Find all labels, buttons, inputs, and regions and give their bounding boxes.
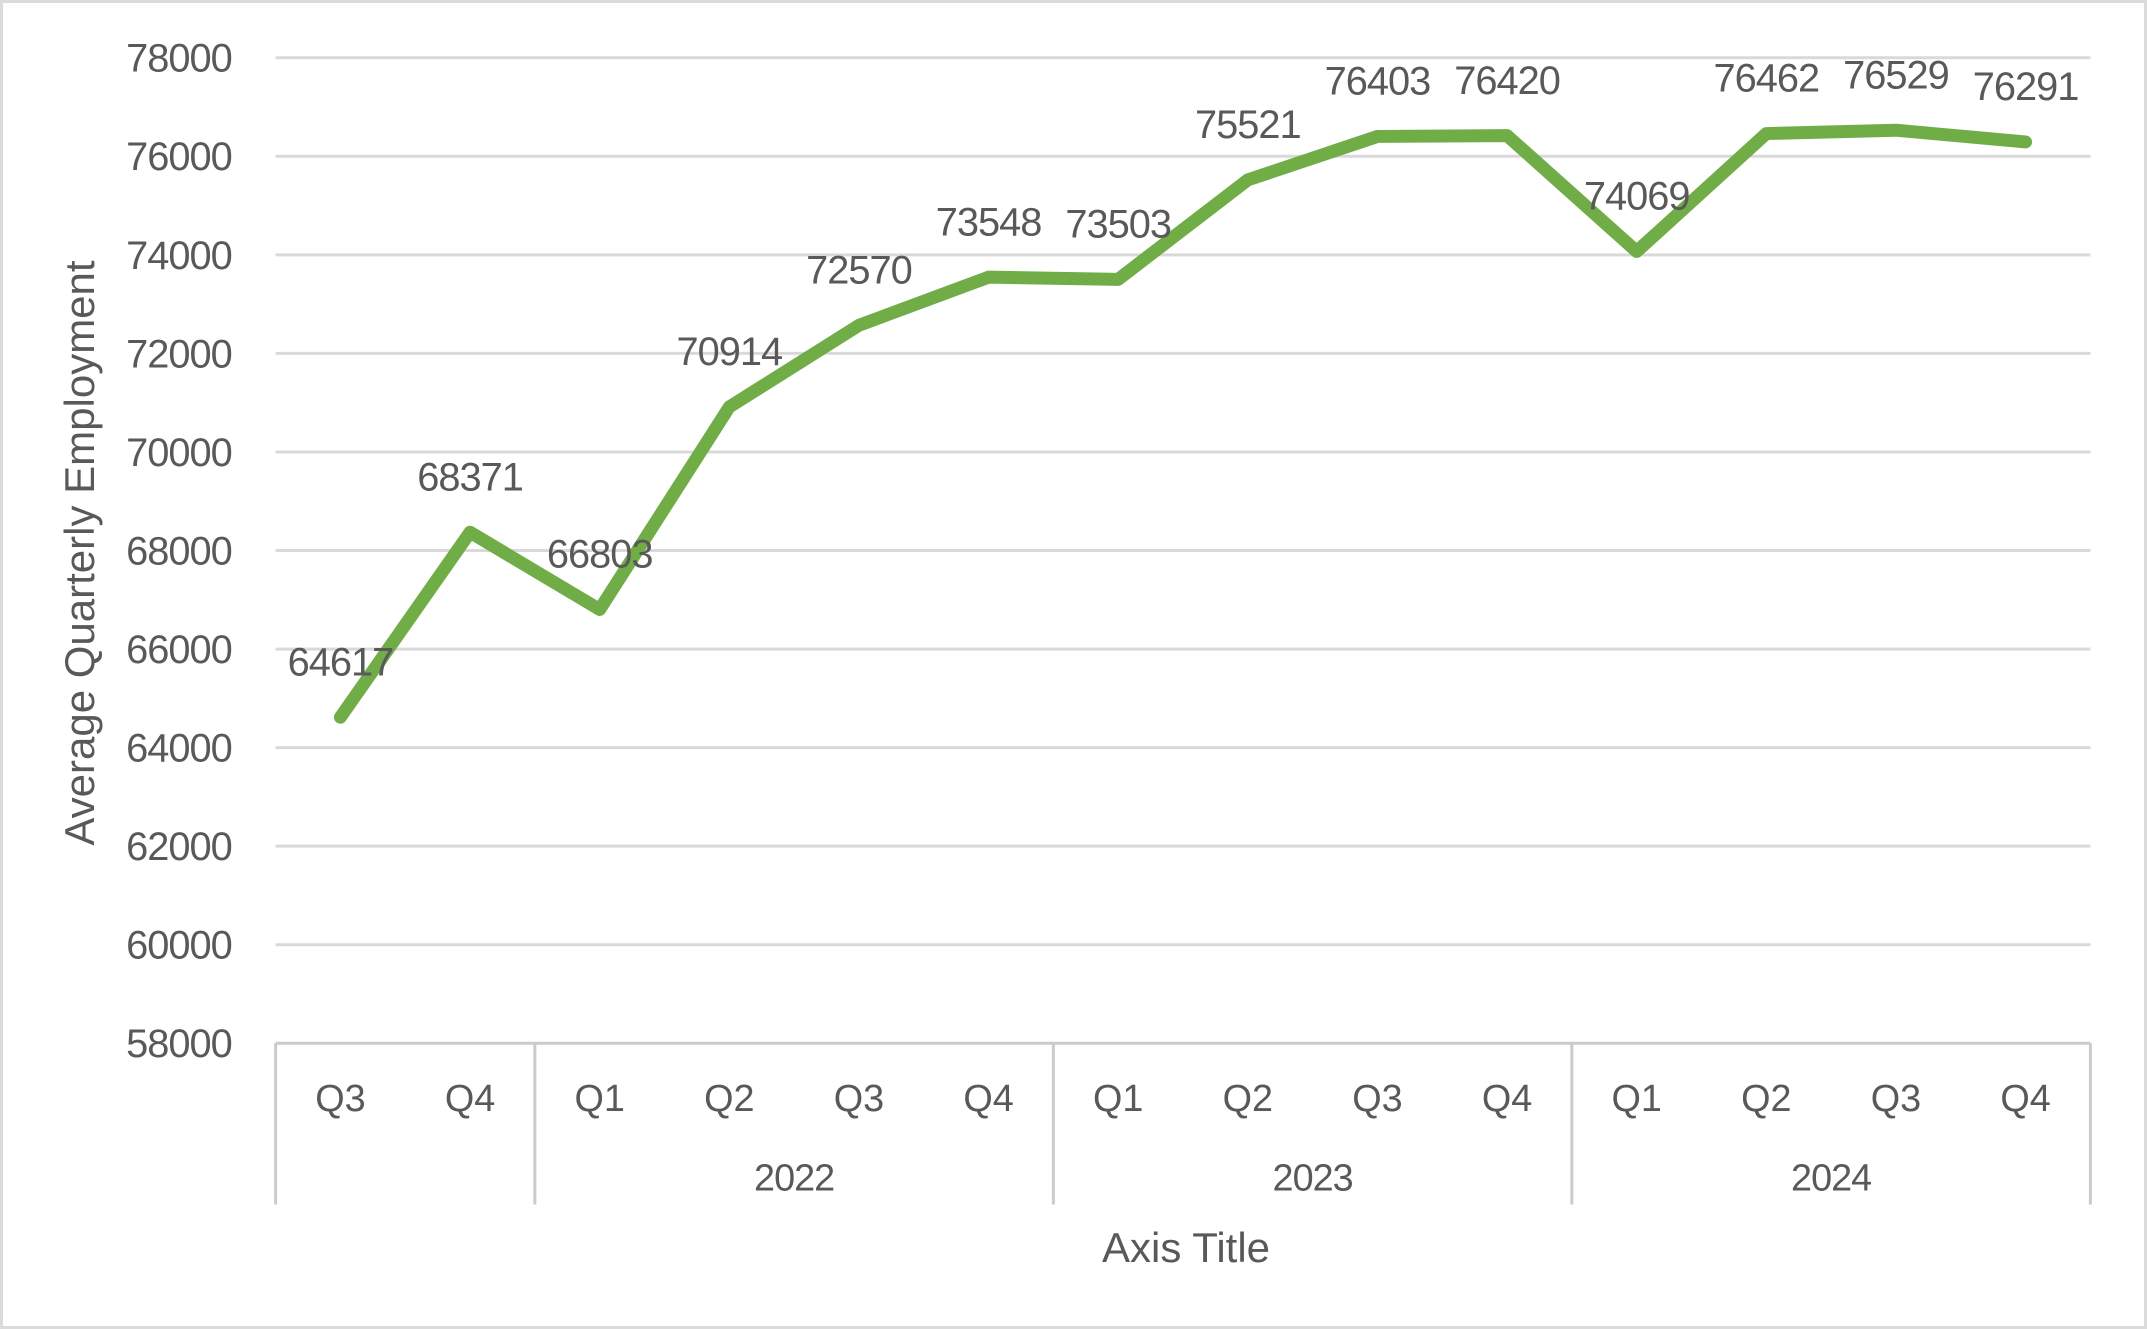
x-tick-label-quarter: Q1 [574, 1078, 624, 1120]
y-tick-label: 74000 [126, 234, 232, 278]
data-label: 76420 [1454, 59, 1560, 103]
employment-series-line [333, 123, 2033, 724]
data-label: 64617 [288, 640, 394, 684]
y-tick-label: 66000 [126, 628, 232, 672]
data-label: 76291 [1973, 65, 2079, 109]
y-tick-label: 78000 [126, 37, 232, 81]
y-tick-label: 58000 [126, 1022, 232, 1066]
x-tick-label-quarter: Q3 [834, 1078, 884, 1120]
data-label: 76462 [1713, 57, 1819, 101]
x-tick-label-quarter: Q4 [445, 1078, 495, 1120]
x-tick-label-year: 2024 [1791, 1158, 1871, 1200]
data-label: 68371 [417, 455, 523, 499]
y-tick-label: 60000 [126, 924, 232, 968]
data-label: 74069 [1584, 175, 1690, 219]
x-tick-label-quarter: Q2 [1741, 1078, 1791, 1120]
y-tick-label: 70000 [126, 431, 232, 475]
y-tick-label: 72000 [126, 332, 232, 376]
x-tick-label-quarter: Q1 [1611, 1078, 1661, 1120]
x-tick-label-quarter: Q4 [963, 1078, 1013, 1120]
x-tick-label-year: 2023 [1273, 1158, 1353, 1200]
data-label: 76403 [1325, 60, 1431, 104]
x-tick-label-quarter: Q4 [2000, 1078, 2050, 1120]
x-tick-label-year: 2022 [754, 1158, 834, 1200]
x-tick-label-quarter: Q2 [704, 1078, 754, 1120]
line-chart-plot: 78000 76000 74000 72000 70000 68000 66000 64000… [126, 37, 2092, 1205]
x-tick-label-quarter: Q2 [1223, 1078, 1273, 1120]
data-label: 75521 [1195, 103, 1301, 147]
data-label: 73548 [936, 200, 1042, 244]
x-tick-label-quarter: Q3 [315, 1078, 365, 1120]
data-label: 72570 [806, 249, 912, 293]
data-label: 70914 [676, 330, 782, 374]
y-tick-label: 76000 [126, 135, 232, 179]
x-tick-label-quarter: Q4 [1482, 1078, 1532, 1120]
data-label: 76529 [1843, 53, 1949, 97]
y-tick-label: 62000 [126, 825, 232, 869]
data-label: 66803 [547, 533, 653, 577]
x-tick-label-quarter: Q1 [1093, 1078, 1143, 1120]
y-tick-label: 68000 [126, 529, 232, 573]
data-label: 73503 [1065, 203, 1171, 247]
x-tick-label-quarter: Q3 [1871, 1078, 1921, 1120]
y-tick-label: 64000 [126, 727, 232, 771]
x-tick-label-quarter: Q3 [1352, 1078, 1402, 1120]
